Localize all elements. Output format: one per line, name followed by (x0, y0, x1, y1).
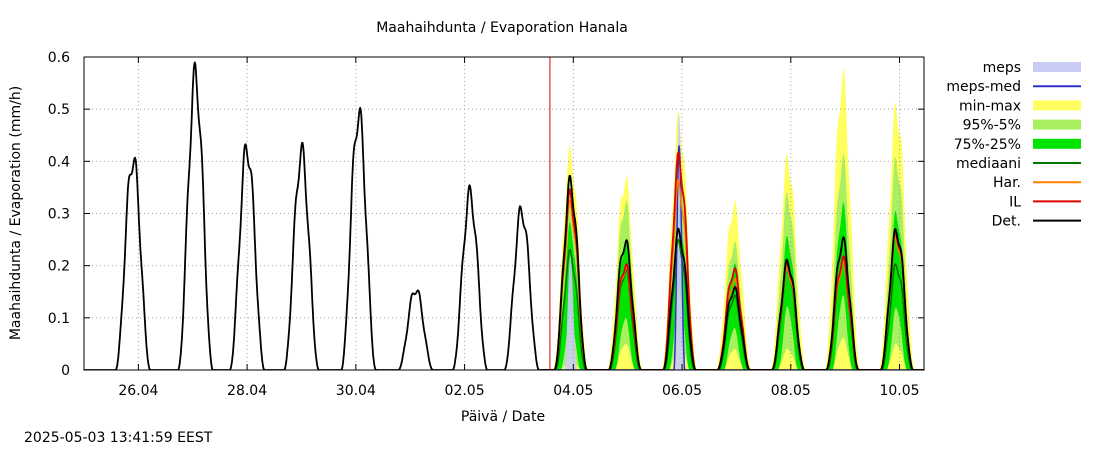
legend-label: IL (1009, 194, 1021, 210)
line-det (84, 61, 924, 370)
legend-label: mediaani (956, 156, 1021, 172)
line-il (540, 151, 924, 370)
x-tick-label: 04.05 (553, 383, 593, 399)
x-tick-label: 26.04 (118, 383, 158, 399)
x-tick-label: 10.05 (879, 383, 919, 399)
legend-label: meps (983, 60, 1021, 76)
x-tick-label: 02.05 (445, 383, 485, 399)
legend-label: Det. (992, 214, 1021, 230)
chart-title: Maahaihdunta / Evaporation Hanala (376, 20, 628, 36)
x-tick-label: 06.05 (662, 383, 702, 399)
legend-label: min-max (959, 98, 1021, 114)
y-tick-label: 0 (61, 363, 70, 379)
y-tick-label: 0.6 (48, 50, 70, 66)
y-tick-label: 0.4 (48, 154, 70, 170)
line-har (540, 178, 924, 370)
y-axis-ticks: 0 0.1 0.2 0.3 0.4 0.5 0.6 (48, 50, 924, 379)
x-tick-label: 08.05 (771, 383, 811, 399)
legend-swatch (1033, 138, 1081, 149)
x-axis-label: Päivä / Date (461, 409, 545, 425)
timestamp: 2025-05-03 13:41:59 EEST (24, 430, 213, 446)
legend-label: 95%-5% (963, 118, 1021, 134)
x-tick-label: 28.04 (227, 383, 267, 399)
y-tick-label: 0.3 (48, 207, 70, 223)
legend-swatch (1033, 62, 1081, 72)
legend-swatch (1033, 119, 1081, 130)
legend: meps meps-med min-max 95%-5% 75%-25% mediaani… (946, 60, 1081, 230)
x-tick-label: 30.04 (336, 383, 376, 399)
series-lines (84, 57, 924, 370)
y-tick-label: 0.2 (48, 259, 70, 275)
legend-label: 75%-25% (954, 137, 1021, 153)
band-p95 (540, 147, 924, 370)
band-minmax (540, 68, 924, 370)
legend-label: Har. (993, 175, 1021, 191)
legend-label: meps-med (946, 79, 1021, 95)
y-tick-label: 0.5 (48, 102, 70, 118)
legend-swatch (1033, 100, 1081, 111)
forecast-bands (540, 68, 924, 370)
y-axis-label: Maahaihdunta / Evaporation (mm/h) (8, 86, 24, 340)
line-mediaani (540, 238, 924, 370)
y-tick-label: 0.1 (48, 311, 70, 327)
x-axis-ticks: 26.04 28.04 30.04 02.05 04.05 06.05 08.05 10.05 (118, 57, 920, 399)
